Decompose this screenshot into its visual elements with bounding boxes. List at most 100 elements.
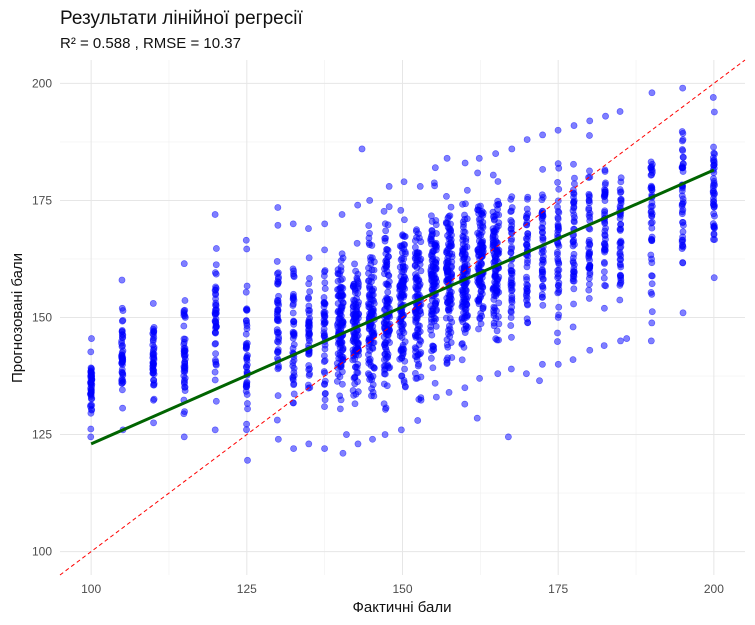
data-point [431,182,439,190]
data-point [679,84,687,92]
data-point [290,317,297,325]
data-point [539,234,547,242]
data-point [475,325,482,333]
y-tick-label: 175 [32,193,52,207]
data-point [429,230,436,238]
data-point [321,403,328,411]
data-point [413,226,420,234]
data-point [570,180,578,188]
data-point [461,400,469,408]
data-point [433,306,440,313]
data-point [150,419,157,427]
data-point [458,340,466,348]
data-point [119,357,127,365]
data-point [508,333,515,341]
data-point [463,186,471,194]
data-point [443,154,451,162]
data-point [539,253,547,260]
data-point [400,178,408,186]
data-point [585,295,593,302]
data-point [119,370,127,377]
data-point [616,238,624,246]
data-point [150,331,157,339]
data-point [415,395,423,403]
data-point [570,300,577,308]
data-point [446,333,454,340]
data-point [617,178,625,186]
data-point [479,304,487,312]
data-point [321,345,329,353]
data-point [647,158,655,166]
data-point [397,206,405,214]
data-point [321,285,329,292]
data-point [601,281,609,289]
data-point [648,272,655,280]
data-point [413,356,421,364]
data-point [181,359,189,367]
data-point [290,390,298,398]
data-point [243,391,251,398]
data-point [243,420,250,428]
data-point [354,331,362,339]
data-point [648,212,655,220]
data-point [428,331,436,339]
data-point [539,212,547,220]
data-point [118,351,126,359]
data-point [648,218,656,226]
data-point [679,259,687,267]
data-point [274,435,282,443]
data-point [571,174,578,182]
data-point [432,323,440,330]
data-point [555,185,563,193]
data-point [417,349,425,356]
data-point [338,250,346,258]
data-point [211,356,219,364]
data-point [119,404,126,412]
data-point [508,204,516,211]
data-point [305,440,313,448]
x-tick-label: 175 [548,582,568,596]
data-point [150,380,158,387]
data-point [384,299,391,307]
data-point [369,435,376,443]
data-point [274,296,281,304]
data-point [243,282,251,290]
data-point [523,287,531,295]
data-point [411,237,419,245]
data-point [243,245,251,253]
data-point [119,317,127,324]
data-point [617,256,625,263]
data-point [370,300,378,307]
data-point [602,112,609,120]
data-point [648,186,656,193]
regression-line [90,168,715,446]
data-point [648,319,656,327]
data-point [349,387,357,394]
data-point [710,210,718,218]
data-point [383,268,391,275]
y-tick-label: 125 [32,428,52,442]
data-point [385,282,392,290]
data-point [242,288,250,296]
data-point [273,416,281,424]
data-point [554,126,562,134]
data-point [445,389,453,396]
data-point [149,337,157,345]
data-point [648,290,656,298]
data-point [476,314,484,322]
data-point [493,327,501,335]
data-point [459,247,467,255]
data-point [523,276,531,283]
data-point [586,132,593,139]
data-point [211,426,219,434]
data-point [119,334,127,342]
data-point [274,269,282,277]
data-point [432,275,440,282]
data-point [383,382,391,390]
data-point [321,389,329,397]
data-point [507,249,515,256]
data-point [571,214,578,221]
data-point [709,94,717,101]
data-point [538,224,546,232]
data-point [211,368,219,376]
